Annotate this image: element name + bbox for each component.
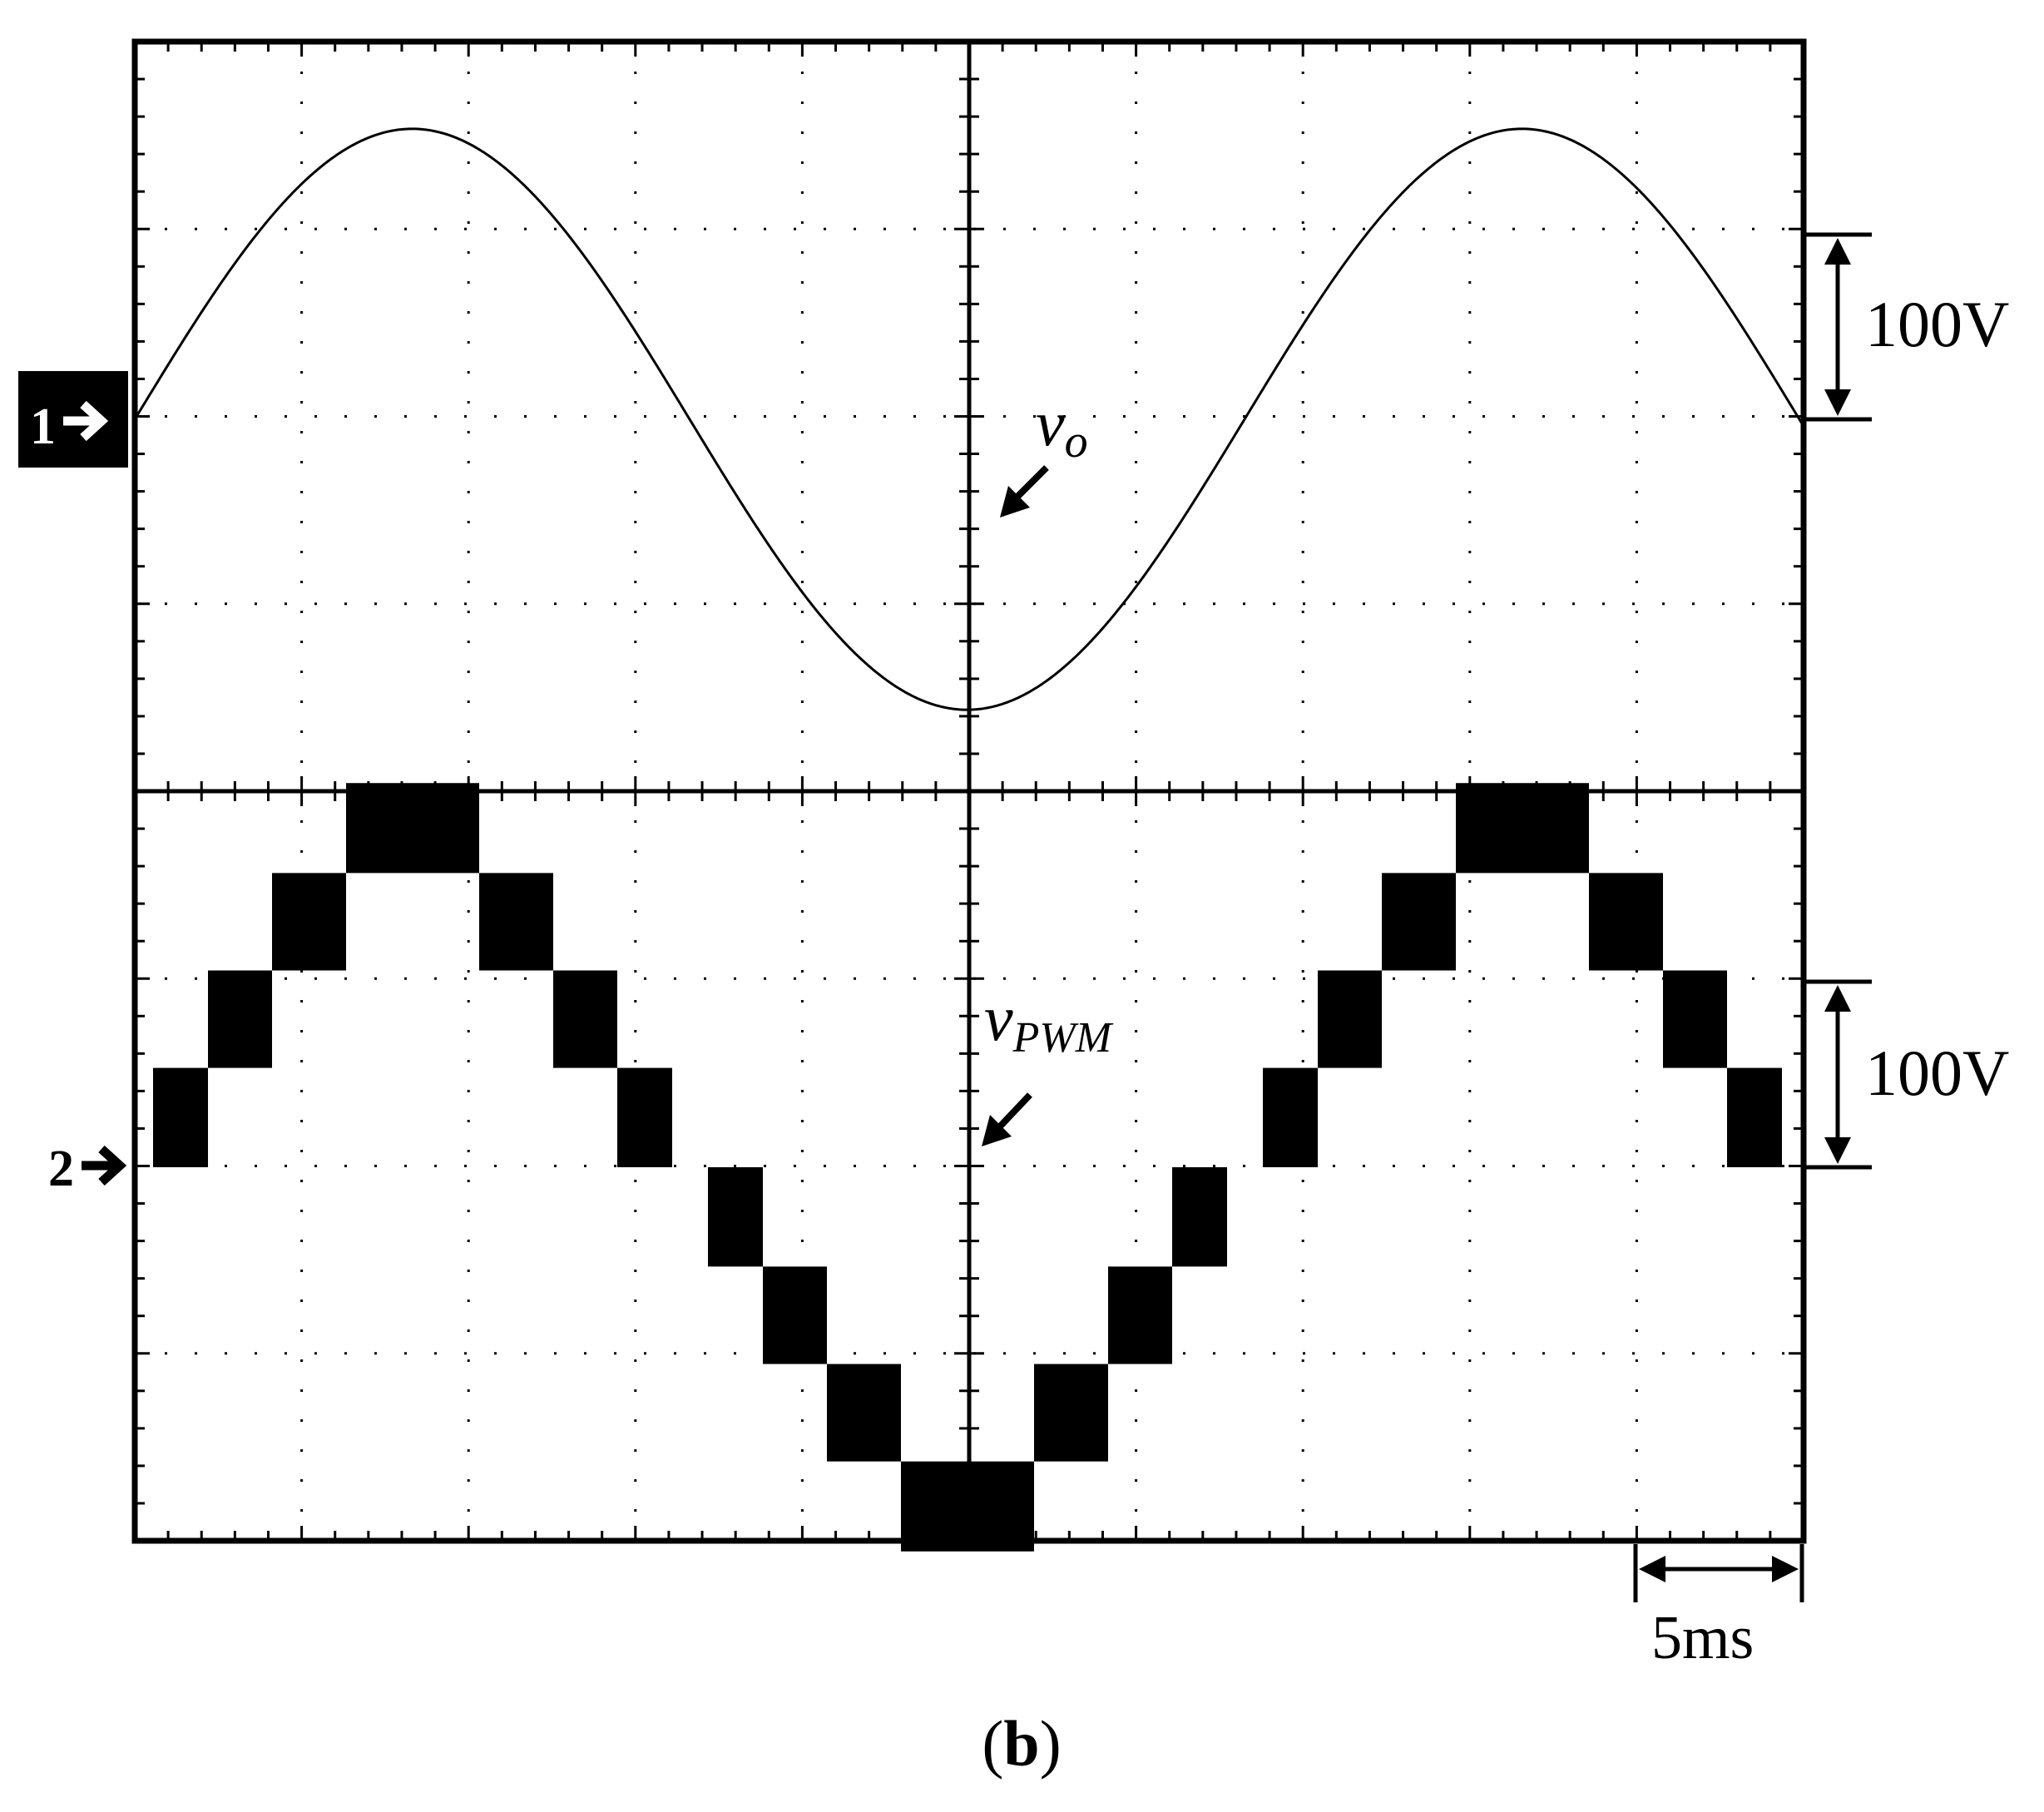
ch2-scale-label: 100V <box>1865 1037 2009 1109</box>
traces <box>133 127 1805 1552</box>
screen-border <box>131 38 1807 1544</box>
ch2-pwm-band <box>1034 1364 1108 1462</box>
svg-text:vo: vo <box>1036 387 1088 468</box>
ch2-pwm-band <box>479 873 553 971</box>
svg-text:1: 1 <box>30 399 56 455</box>
ch2-pwm-band <box>1589 873 1663 971</box>
ch2-pwm-band <box>553 970 617 1068</box>
ch2-pwm-band <box>153 1067 208 1167</box>
ch2-pwm-band <box>901 1461 1034 1552</box>
ch2-pwm-band <box>763 1266 827 1364</box>
ch2-scale-marker: 100V <box>1804 979 2009 1170</box>
ch2-pwm-band <box>272 873 346 971</box>
ch2-pwm-band <box>1108 1266 1172 1364</box>
ch2-trace-label: vPWM <box>982 982 1114 1146</box>
channel-2-marker: 2 <box>48 1141 127 1197</box>
ch2-pwm-band <box>1663 970 1727 1068</box>
ch2-pwm-band <box>1382 873 1456 971</box>
figure-caption: (b) <box>982 1707 1061 1780</box>
ch2-pwm-band <box>1727 1067 1782 1167</box>
time-scale-marker: 5ms <box>1633 1544 1804 1672</box>
ch2-pwm-band <box>208 970 272 1068</box>
ch2-pwm-band <box>1263 1067 1318 1167</box>
ch2-pwm-band <box>346 783 479 874</box>
ch1-trace-label: vo <box>1000 387 1088 517</box>
time-scale-label: 5ms <box>1651 1604 1754 1672</box>
ch1-sine-trace <box>133 127 1805 711</box>
ch2-pwm-band <box>1172 1167 1227 1267</box>
arrow-right-icon <box>82 1145 127 1186</box>
svg-text:vPWM: vPWM <box>984 982 1114 1062</box>
ch1-scale-marker: 100V <box>1804 232 2009 422</box>
ch2-pwm-band <box>1456 783 1589 874</box>
channel-1-marker: 1 <box>18 371 128 468</box>
svg-text:2: 2 <box>48 1141 74 1197</box>
ch2-pwm-band <box>617 1067 672 1167</box>
ch2-pwm-band <box>827 1364 901 1462</box>
ch1-scale-label: 100V <box>1865 288 2009 360</box>
ch2-pwm-band <box>708 1167 763 1267</box>
ch2-pwm-band <box>1318 970 1382 1068</box>
arrow-right-icon <box>63 400 109 442</box>
